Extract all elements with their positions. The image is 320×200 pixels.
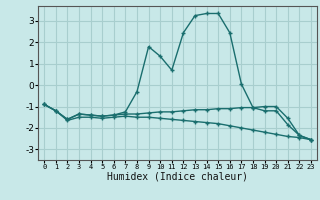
- X-axis label: Humidex (Indice chaleur): Humidex (Indice chaleur): [107, 172, 248, 182]
